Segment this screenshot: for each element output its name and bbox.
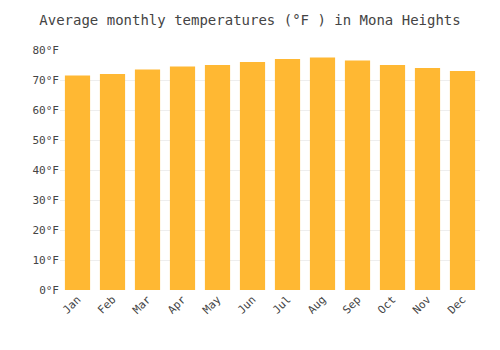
svg-text:May: May xyxy=(200,293,224,317)
svg-text:Apr: Apr xyxy=(165,293,189,317)
svg-text:80°F: 80°F xyxy=(33,44,60,57)
svg-text:40°F: 40°F xyxy=(33,164,60,177)
svg-text:Mar: Mar xyxy=(130,293,154,317)
svg-text:10°F: 10°F xyxy=(33,254,60,267)
svg-text:Sep: Sep xyxy=(340,293,363,316)
svg-text:Dec: Dec xyxy=(445,293,468,316)
svg-text:20°F: 20°F xyxy=(33,224,60,237)
svg-text:Feb: Feb xyxy=(95,293,118,316)
svg-text:30°F: 30°F xyxy=(33,194,60,207)
svg-text:Jan: Jan xyxy=(60,293,83,316)
svg-text:0°F: 0°F xyxy=(39,284,59,297)
svg-text:70°F: 70°F xyxy=(33,74,60,87)
svg-text:Oct: Oct xyxy=(375,293,398,316)
svg-text:Aug: Aug xyxy=(305,293,328,316)
svg-text:50°F: 50°F xyxy=(33,134,60,147)
svg-text:Jun: Jun xyxy=(235,293,258,316)
svg-text:Jul: Jul xyxy=(270,293,293,316)
svg-text:Average monthly temperatures (: Average monthly temperatures (°F ) in Mo… xyxy=(39,12,460,28)
svg-text:Nov: Nov xyxy=(410,293,434,317)
svg-text:60°F: 60°F xyxy=(33,104,60,117)
